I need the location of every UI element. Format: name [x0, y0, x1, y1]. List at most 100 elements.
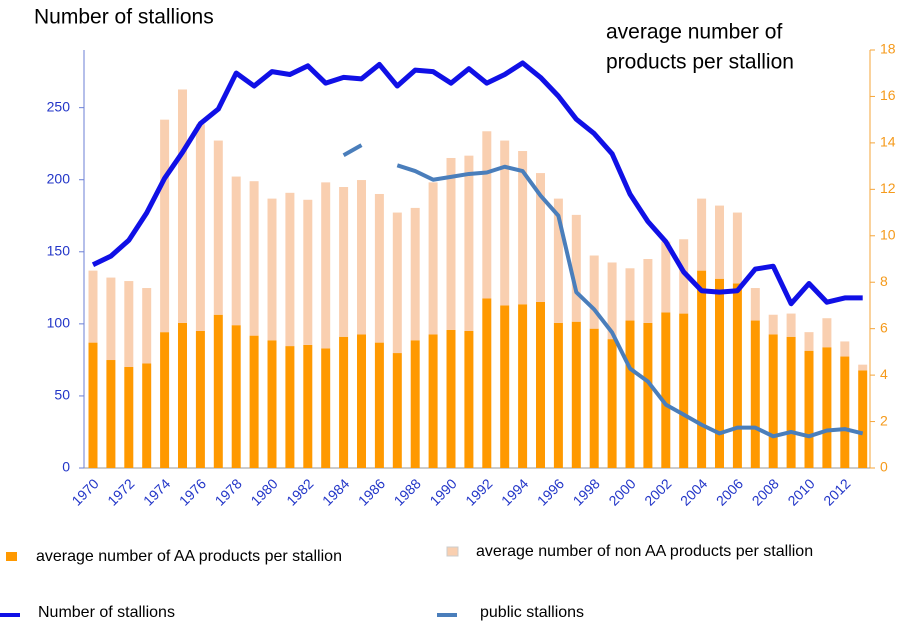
x-tick-label: 2012: [820, 475, 853, 508]
y-tick-label: 100: [47, 315, 71, 331]
bar: [697, 270, 707, 468]
x-tick-label: 2008: [749, 475, 782, 508]
bar: [553, 198, 563, 323]
legend-label: average number of non AA products per st…: [476, 543, 813, 560]
legend-swatch: [446, 546, 459, 557]
bar: [464, 155, 474, 331]
bar: [822, 318, 832, 348]
x-tick-label: 1978: [212, 475, 245, 508]
bar: [750, 288, 760, 321]
bar: [267, 340, 277, 468]
bar: [697, 198, 707, 271]
x-tick-label: 1996: [534, 475, 567, 508]
bar: [822, 347, 832, 468]
bar: [464, 330, 474, 468]
y2-tick-label: 12: [880, 180, 896, 196]
bar: [840, 356, 850, 468]
bar: [500, 305, 510, 468]
x-tick-label: 1980: [247, 475, 280, 508]
legend-label: Number of stallions: [38, 604, 175, 621]
y2-tick-label: 18: [880, 41, 896, 57]
x-tick-label: 2006: [713, 475, 746, 508]
bar: [374, 342, 384, 468]
bar: [124, 281, 134, 367]
bar: [625, 268, 635, 321]
x-tick-label: 1982: [283, 475, 316, 508]
bar: [768, 314, 778, 335]
bar: [589, 255, 599, 329]
bar: [178, 89, 187, 323]
bar: [124, 366, 134, 468]
x-tick-label: 1974: [140, 475, 173, 508]
bar: [357, 180, 366, 335]
legend-label: average number of AA products per stalli…: [36, 548, 342, 565]
bar: [679, 313, 689, 468]
bar: [339, 187, 349, 337]
x-tick-label: 2004: [677, 475, 710, 508]
bar: [392, 212, 402, 354]
x-tick-label: 1984: [319, 475, 352, 508]
bar: [213, 314, 223, 468]
bar: [321, 348, 331, 468]
bar: [643, 322, 653, 468]
bar: [374, 193, 384, 343]
bar: [339, 336, 349, 468]
bar: [643, 259, 653, 323]
x-tick-label: 1970: [68, 475, 101, 508]
bar: [195, 330, 205, 468]
bar: [589, 328, 599, 468]
bar: [160, 332, 170, 468]
x-tick-label: 1992: [462, 475, 495, 508]
bar: [249, 335, 259, 468]
y2-tick-label: 16: [880, 87, 896, 103]
bar: [804, 332, 814, 351]
bar: [428, 182, 438, 335]
bar: [732, 283, 742, 468]
bar: [786, 313, 796, 337]
bar: [213, 140, 223, 315]
bar: [321, 182, 331, 349]
bar: [446, 157, 456, 330]
y2-tick-label: 2: [880, 412, 888, 428]
bar: [553, 322, 563, 468]
legend-swatch: [6, 552, 17, 561]
y2-tick-label: 6: [880, 319, 888, 335]
bar: [536, 173, 545, 302]
bar: [571, 214, 581, 322]
bar: [679, 239, 689, 314]
bar: [231, 176, 241, 326]
bar: [804, 350, 814, 468]
bar: [625, 320, 635, 468]
bar: [160, 119, 170, 333]
bar: [106, 360, 116, 468]
x-tick-label: 2010: [784, 475, 817, 508]
x-tick-label: 2002: [641, 475, 674, 508]
bar: [303, 199, 313, 345]
bar: [482, 298, 492, 468]
y2-tick-label: 14: [880, 134, 896, 150]
bar: [267, 198, 277, 341]
bar: [518, 151, 528, 305]
y-tick-label: 50: [54, 387, 70, 403]
bar: [607, 339, 617, 468]
x-tick-label: 1986: [355, 475, 388, 508]
bar: [858, 364, 868, 371]
y2-tick-label: 10: [880, 226, 896, 242]
bar: [500, 140, 510, 306]
bar: [88, 270, 98, 343]
y2-tick-label: 4: [880, 366, 888, 382]
x-tick-label: 1972: [104, 475, 137, 508]
bar: [518, 304, 528, 468]
bar: [661, 312, 671, 468]
y-tick-label: 250: [47, 98, 71, 114]
bar: [410, 207, 420, 341]
bar: [446, 329, 456, 468]
bar: [750, 320, 760, 468]
line: [91, 60, 863, 307]
bar: [285, 192, 295, 347]
bar: [607, 262, 617, 340]
x-tick-label: 1976: [176, 475, 209, 508]
bar: [858, 370, 868, 468]
bar: [732, 212, 742, 284]
